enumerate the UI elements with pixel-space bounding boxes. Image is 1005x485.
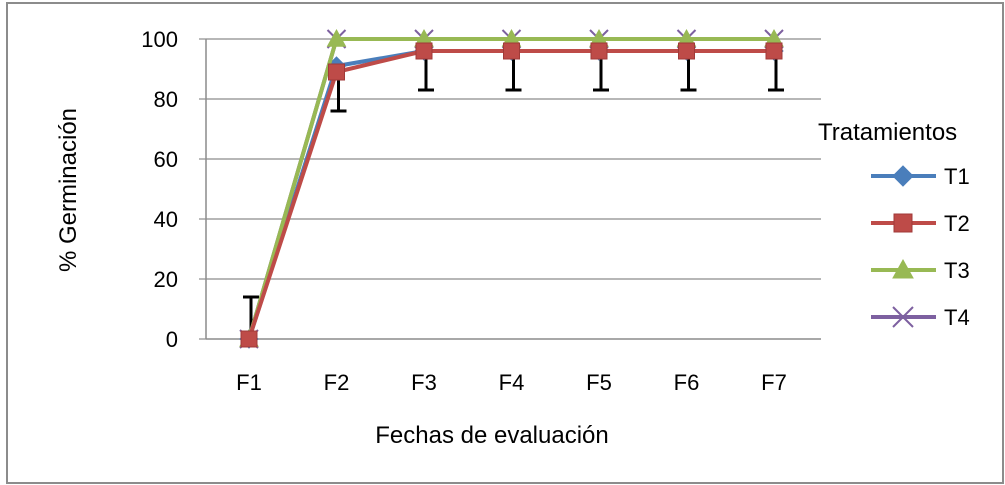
y-axis-label: % Germinación <box>55 108 82 272</box>
series-T2 <box>240 42 783 348</box>
y-tick-label: 60 <box>154 147 178 172</box>
y-tick-label: 40 <box>154 207 178 232</box>
data-point-T2 <box>240 330 258 348</box>
data-point-T2 <box>765 42 783 60</box>
x-tick-labels: F1 F2 F3 F4 F5 F6 F7 <box>236 370 787 395</box>
x-tick-label: F1 <box>236 370 262 395</box>
data-point-T2 <box>590 42 608 60</box>
legend-item-T3: T3 <box>871 258 970 283</box>
x-tick-label: F6 <box>674 370 700 395</box>
legend-item-T2: T2 <box>871 211 970 236</box>
legend-item-T1: T1 <box>871 164 970 189</box>
x-tick-label: F5 <box>586 370 612 395</box>
data-point-T2 <box>328 63 345 81</box>
legend-label: T2 <box>944 211 970 236</box>
y-tick-label: 80 <box>154 87 178 112</box>
y-tick-label: 100 <box>141 27 178 52</box>
y-tick-label: 20 <box>154 267 178 292</box>
x-axis-label: Fechas de evaluación <box>375 422 608 449</box>
axes <box>199 38 821 340</box>
legend-label: T4 <box>944 305 970 330</box>
legend: Tratamientos T1 T2 T3 T4 <box>818 119 970 330</box>
x-tick-label: F7 <box>761 370 787 395</box>
chart-border <box>6 2 1004 484</box>
data-point-T3 <box>326 28 347 47</box>
data-point-T2 <box>503 42 520 60</box>
x-tick-label: F2 <box>324 370 350 395</box>
legend-marker <box>892 165 914 187</box>
error-bars <box>243 51 784 339</box>
y-tick-label: 0 <box>166 327 178 352</box>
legend-label: T3 <box>944 258 970 283</box>
series-lines <box>239 28 784 349</box>
legend-label: T1 <box>944 164 970 189</box>
legend-marker <box>893 213 913 233</box>
y-tick-labels: 0 20 40 60 80 100 <box>141 27 178 352</box>
legend-marker <box>892 258 914 279</box>
legend-title: Tratamientos <box>818 119 957 146</box>
x-tick-label: F4 <box>499 370 525 395</box>
data-point-T2 <box>678 42 695 60</box>
legend-marker <box>892 306 914 328</box>
x-tick-label: F3 <box>411 370 437 395</box>
legend-item-T4: T4 <box>871 305 970 330</box>
data-point-T2 <box>415 42 433 60</box>
